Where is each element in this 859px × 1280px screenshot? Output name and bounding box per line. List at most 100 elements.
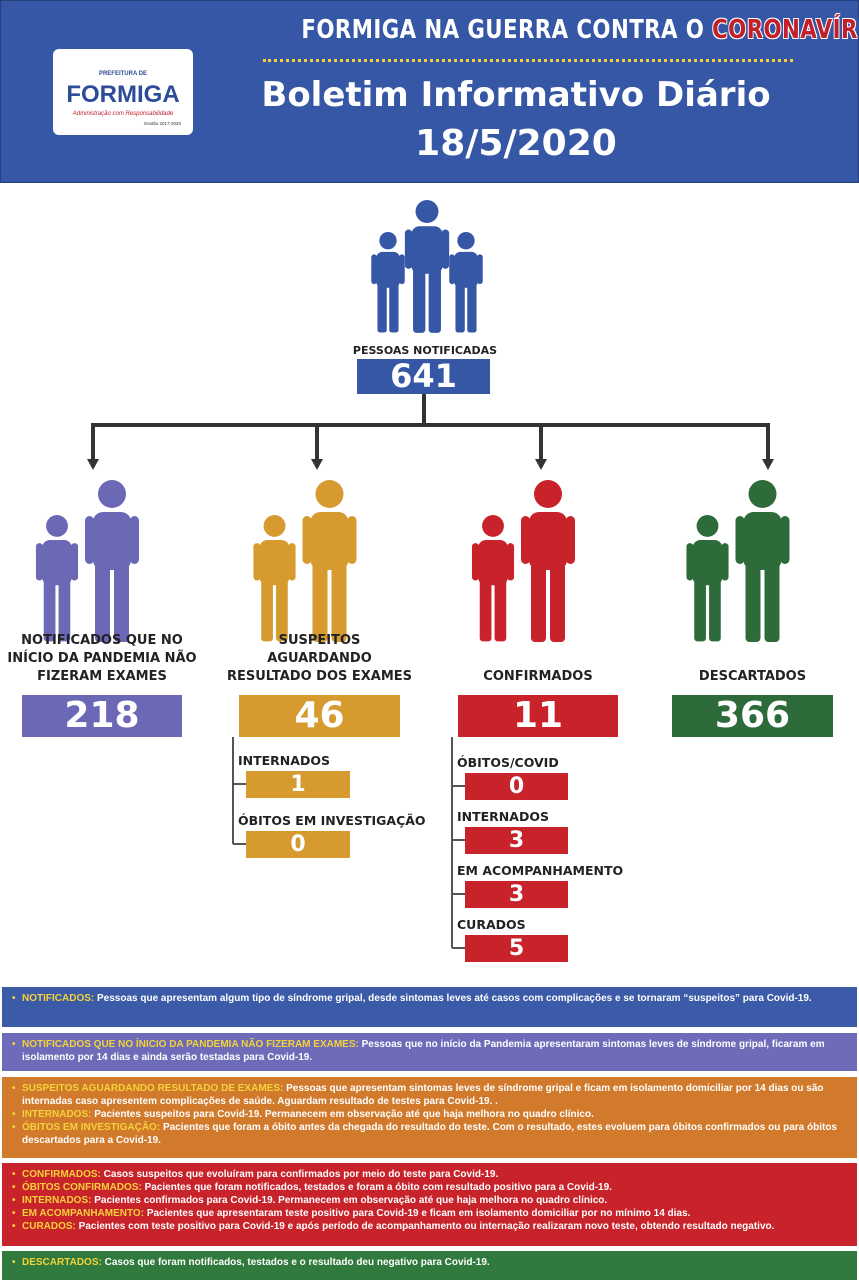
note-item: INTERNADOS: Pacientes confirmados para C…	[12, 1194, 847, 1207]
note-text: Pacientes com teste positivo para Covid-…	[78, 1221, 775, 1232]
sub-value: 3	[465, 881, 568, 908]
person-leg	[479, 578, 492, 642]
note-item: NOTIFICADOS: Pessoas que apresentam algu…	[12, 992, 847, 1005]
sub-label: INTERNADOS	[238, 753, 330, 768]
person-arm	[477, 254, 483, 285]
note-term: DESCARTADOS:	[22, 1257, 102, 1268]
note-item: ÓBITOS CONFIRMADOS: Pacientes que foram …	[12, 1181, 847, 1194]
group-value: 218	[22, 695, 182, 737]
note-term: EM ACOMPANHAMENTO:	[22, 1208, 145, 1219]
note-term: INTERNADOS:	[22, 1109, 92, 1120]
sub-label: INTERNADOS	[457, 809, 549, 824]
note-text: Pacientes suspeitos para Covid-19. Perma…	[94, 1109, 594, 1120]
person-arm	[441, 229, 450, 269]
person-leg	[467, 282, 477, 333]
title: Boletim Informativo Diário	[261, 75, 771, 115]
logo-term: Gestão 2017-2020	[143, 121, 181, 126]
arrowhead	[535, 459, 547, 470]
person-leg	[413, 267, 426, 333]
campaign: FORMIGA NA GUERRA CONTRA O CORONAVÍRUS	[301, 15, 859, 45]
person-leg	[428, 267, 441, 333]
person-arm	[85, 516, 94, 564]
note-text: Pessoas que apresentam sintomas leves de…	[22, 1083, 824, 1107]
person-arm	[780, 516, 790, 564]
note-text: Pacientes que apresentaram teste positiv…	[146, 1208, 691, 1219]
group-value: 46	[239, 695, 400, 737]
person-leg	[331, 562, 347, 642]
person-head	[46, 515, 68, 537]
note-text: Casos suspeitos que evoluíram para confi…	[103, 1169, 499, 1180]
person-head	[457, 232, 475, 250]
sub-value: 5	[465, 935, 568, 962]
person-head	[748, 480, 777, 508]
person-leg	[389, 282, 399, 333]
person-leg	[261, 578, 273, 642]
person-leg	[694, 578, 706, 642]
sub-value: 3	[465, 827, 568, 854]
note-item: SUSPEITOS AGUARDANDO RESULTADO DE EXAMES…	[12, 1082, 847, 1108]
note-text: Pacientes que foram a óbito antes da che…	[22, 1122, 837, 1146]
arrowhead	[311, 459, 323, 470]
note-box: CONFIRMADOS: Casos suspeitos que evoluír…	[2, 1163, 857, 1246]
note-text: Pacientes que foram notificados, testado…	[144, 1182, 612, 1193]
person-arm	[371, 254, 377, 285]
person-head	[534, 480, 562, 508]
person-head	[482, 515, 504, 537]
person-torso	[478, 539, 508, 586]
person-torso	[743, 512, 782, 570]
person-leg	[764, 562, 780, 642]
person-leg	[43, 578, 56, 642]
person-head	[696, 515, 719, 537]
group-label: DESCARTADOS	[698, 669, 807, 684]
sub-value: 0	[246, 831, 350, 858]
note-box: SUSPEITOS AGUARDANDO RESULTADO DE EXAMES…	[2, 1077, 857, 1158]
group-label: NOTIFICADOS QUE NO INÍCIO DA PANDEMIA NÃ…	[7, 633, 197, 684]
person-leg	[455, 282, 465, 333]
note-text: Pessoas que apresentam algum tipo de sín…	[97, 993, 812, 1004]
campaign-highlight: CORONAVÍRUS	[712, 15, 859, 45]
person-arm	[686, 543, 694, 581]
note-item: NOTIFICADOS QUE NO ÍNICIO DA PANDEMIA NÃ…	[12, 1038, 847, 1064]
person-leg	[312, 562, 328, 642]
note-box: NOTIFICADOS QUE NO ÍNICIO DA PANDEMIA NÃ…	[2, 1033, 857, 1071]
person-arm	[721, 543, 729, 581]
person-torso	[93, 512, 131, 570]
total-value: 641	[357, 359, 490, 394]
group-value: 11	[458, 695, 618, 737]
note-term: SUSPEITOS AGUARDANDO RESULTADO DE EXAMES…	[22, 1083, 284, 1094]
person-torso	[376, 251, 400, 288]
sub-value: 1	[246, 771, 350, 798]
person-arm	[130, 516, 139, 564]
dotted-rule	[263, 59, 793, 62]
note-box: NOTIFICADOS: Pessoas que apresentam algu…	[2, 987, 857, 1027]
person-arm	[288, 543, 296, 581]
note-term: ÓBITOS CONFIRMADOS:	[22, 1182, 142, 1193]
person-leg	[745, 562, 761, 642]
sub-value: 0	[465, 773, 568, 800]
group-label: CONFIRMADOS	[483, 669, 593, 684]
person-head	[379, 232, 397, 250]
person-arm	[71, 543, 79, 581]
person-arm	[404, 229, 413, 269]
person-arm	[471, 543, 479, 581]
person-torso	[42, 539, 72, 586]
note-item: INTERNADOS: Pacientes suspeitos para Cov…	[12, 1108, 847, 1121]
person-leg	[550, 562, 565, 642]
logo-tagline: Administração com Responsabilidade	[72, 111, 174, 117]
note-term: INTERNADOS:	[22, 1195, 92, 1206]
note-text: Casos que foram notificados, testados e …	[104, 1257, 490, 1268]
person-leg	[58, 578, 71, 642]
campaign-prefix: FORMIGA NA GUERRA CONTRA O	[301, 15, 705, 45]
note-text: Pessoas que no início da Pandemia aprese…	[22, 1039, 825, 1063]
person-torso	[454, 251, 478, 288]
person-torso	[310, 512, 349, 570]
person-arm	[449, 254, 455, 285]
arrowhead	[762, 459, 774, 470]
group-label: SUSPEITOS AGUARDANDO RESULTADO DOS EXAME…	[226, 633, 413, 684]
person-leg	[531, 562, 546, 642]
logo: PREFEITURA DE FORMIGA Administração com …	[53, 49, 193, 135]
note-item: EM ACOMPANHAMENTO: Pacientes que apresen…	[12, 1207, 847, 1220]
person-torso	[529, 512, 567, 570]
person-arm	[735, 516, 745, 564]
